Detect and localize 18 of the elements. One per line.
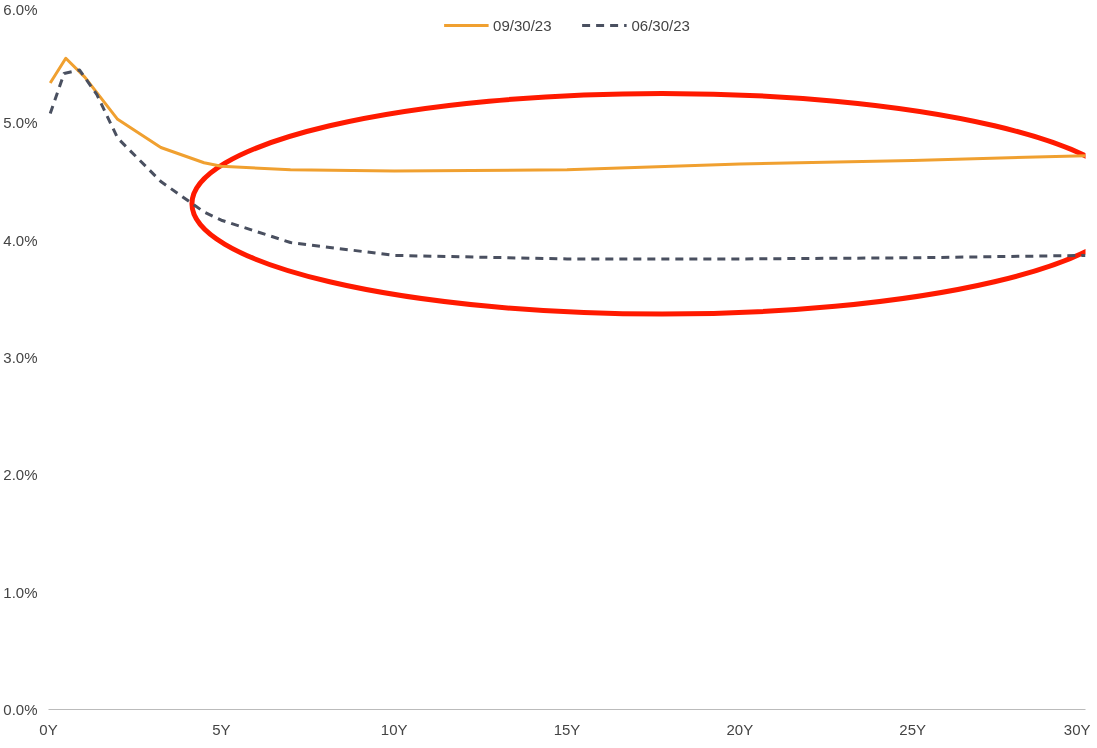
y-tick-label: 2.0%	[3, 466, 38, 484]
y-tick-label: 0.0%	[3, 701, 38, 718]
x-tick-label: 20Y	[726, 720, 754, 738]
y-tick-label: 5.0%	[3, 114, 38, 132]
x-tick-label: 25Y	[899, 720, 927, 738]
line-series	[48, 68, 1086, 261]
x-tick-label: 15Y	[553, 720, 581, 738]
y-tick-label: 3.0%	[3, 349, 38, 366]
x-tick-label: 30Y	[1063, 720, 1091, 738]
y-tick-label: 4.0%	[3, 231, 38, 249]
x-tick-label: 5Y	[212, 720, 231, 738]
y-tick-label: 1.0%	[3, 583, 38, 601]
line-series	[48, 56, 1086, 173]
x-tick-label: 10Y	[380, 720, 408, 738]
legend-label: 09/30/23	[493, 16, 552, 34]
legend-label: 06/30/23	[631, 16, 690, 34]
y-tick-label: 6.0%	[3, 0, 38, 18]
x-tick-label: 0Y	[39, 720, 58, 738]
